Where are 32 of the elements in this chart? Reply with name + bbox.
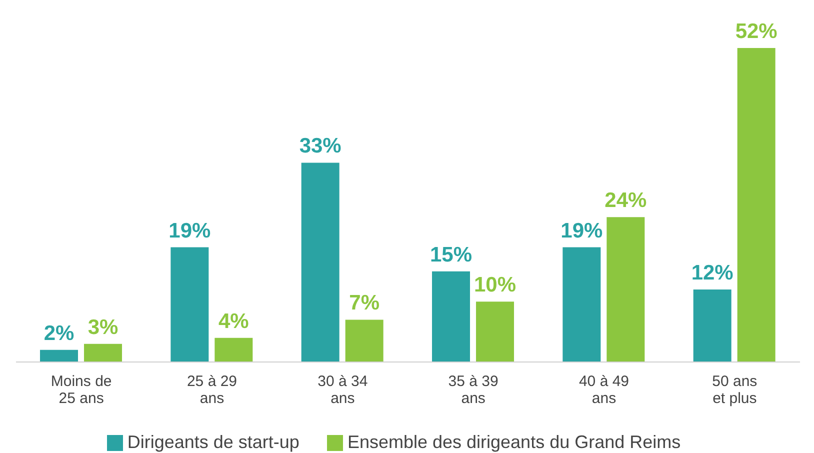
- data-label: 52%: [735, 20, 778, 43]
- bar: [301, 162, 340, 362]
- data-label: 33%: [299, 134, 342, 158]
- data-label: 24%: [604, 189, 648, 212]
- x-tick-label: 50 ans et plus: [712, 373, 758, 407]
- data-label: 15%: [430, 243, 472, 266]
- legend-label: Dirigeants de start-up: [127, 432, 300, 452]
- bar: [476, 302, 514, 362]
- data-label: 12%: [691, 262, 734, 285]
- legend-label: Ensemble des dirigeants du Grand Reims: [347, 432, 681, 452]
- bar: [40, 350, 78, 362]
- x-tick-label: 25 à 29 ans: [186, 373, 238, 407]
- bar: [84, 344, 122, 362]
- data-label: 3%: [88, 316, 118, 339]
- x-tick-label: 30 à 34 ans: [318, 373, 368, 407]
- bar: [693, 290, 732, 362]
- bar: [214, 338, 253, 362]
- bar: [345, 320, 384, 362]
- x-tick-label: Moins de 25 ans: [50, 373, 112, 407]
- bar: [170, 247, 209, 362]
- data-label: 10%: [474, 274, 516, 297]
- data-label: 19%: [560, 219, 604, 242]
- bar: [562, 247, 601, 362]
- data-label: 4%: [218, 310, 250, 333]
- bar: [606, 217, 645, 362]
- x-tick-label: 40 à 49 ans: [578, 373, 630, 407]
- data-label: 2%: [44, 322, 74, 345]
- bar: [432, 271, 470, 362]
- data-label: 7%: [349, 292, 380, 315]
- data-label: 19%: [168, 219, 212, 242]
- x-tick-label: 35 à 39 ans: [448, 373, 498, 407]
- bar: [737, 48, 776, 362]
